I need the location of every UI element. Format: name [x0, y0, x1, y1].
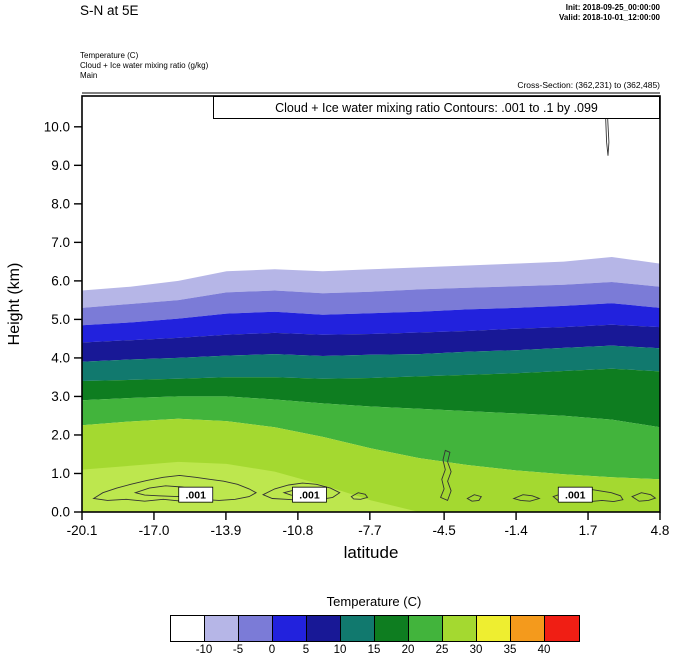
- colorbar-tick-label: 35: [503, 644, 517, 656]
- y-tick-label: 7.0: [51, 235, 70, 250]
- contour-label-box: [557, 486, 593, 503]
- plot-area: .001 .001 .001: [82, 96, 660, 512]
- y-tick-label: 5.0: [51, 312, 70, 327]
- cloud-contour-line: [466, 494, 483, 502]
- x-tick-label: -4.5: [432, 523, 455, 538]
- colorbar-tick-label: 10: [333, 644, 347, 656]
- colorbar-cell: [171, 616, 205, 641]
- colorbar-cell: [443, 616, 477, 641]
- y-tick-label: 8.0: [51, 196, 70, 211]
- colorbar-tick-label: 0: [268, 644, 276, 656]
- colorbar-cell: [477, 616, 511, 641]
- contour-label-box: [292, 486, 327, 503]
- cloud-contour-line: [350, 492, 369, 500]
- colorbar-cell: [341, 616, 375, 641]
- x-tick-label: -20.1: [67, 523, 98, 538]
- contour-label-box: [178, 486, 214, 503]
- x-tick-label: 4.8: [651, 523, 670, 538]
- colorbar-tick-label: 5: [302, 644, 310, 656]
- field-temperature: Temperature (C): [80, 51, 139, 60]
- field-cloud-mixing-ratio: Cloud + Ice water mixing ratio (g/kg): [80, 61, 209, 70]
- x-tick-label: -17.0: [139, 523, 170, 538]
- init-valid-times: Init: 2018-09-25_00:00:00 Valid: 2018-10…: [559, 3, 660, 23]
- cloud-contour-line: [262, 482, 341, 501]
- cloud-contour-line: [631, 492, 657, 502]
- temp-band--10: [82, 257, 660, 308]
- page-title: S-N at 5E: [80, 3, 139, 18]
- colorbar-tick-label: 40: [537, 644, 551, 656]
- x-tick-label: -13.9: [211, 523, 242, 538]
- y-tick-label: 10.0: [44, 119, 70, 134]
- temp-band--5: [82, 282, 660, 326]
- colorbar-cell: [375, 616, 409, 641]
- cloud-contour-line: [440, 449, 452, 502]
- y-tick-label: 9.0: [51, 158, 70, 173]
- contour-label: .001: [299, 490, 320, 502]
- contour-label: .001: [186, 490, 207, 502]
- plot-svg: .001 .001 .001 0.0 1.0 2.0 3.0 4.0 5.0 6.0 7.0 8.0 9…: [44, 92, 670, 538]
- colorbar-cell: [205, 616, 239, 641]
- colorbar-cell: [273, 616, 307, 641]
- temp-band-20: [82, 396, 660, 480]
- x-tick-label: 1.7: [579, 523, 598, 538]
- y-tick-label: 1.0: [51, 466, 70, 481]
- temp-band-10: [82, 345, 660, 381]
- temp-band-5: [82, 324, 660, 362]
- colorbar-tick-label: 25: [435, 644, 449, 656]
- colorbar-cells: [170, 615, 580, 642]
- y-tick-label: 4.0: [51, 350, 70, 365]
- colorbar-tick-label: 15: [367, 644, 381, 656]
- colorbar-cell: [307, 616, 341, 641]
- y-tick-label: 0.0: [51, 505, 70, 520]
- colorbar-title: Temperature (C): [326, 594, 422, 609]
- y-axis-label: Height (km): [6, 262, 23, 346]
- x-tick-label: -1.4: [504, 523, 528, 538]
- x-tick-label: -7.7: [358, 523, 381, 538]
- cloud-contour-line: [512, 494, 541, 502]
- colorbar-cell: [511, 616, 545, 641]
- contour-info-text: Cloud + Ice water mixing ratio Contours:…: [275, 100, 598, 115]
- temp-band-15: [82, 368, 660, 428]
- temp-band-0: [82, 303, 660, 343]
- x-tick-label: -10.8: [282, 523, 313, 538]
- colorbar-cell: [239, 616, 273, 641]
- colorbar-cell: [409, 616, 443, 641]
- valid-time: Valid: 2018-10-01_12:00:00: [559, 13, 660, 22]
- colorbar-cell: [545, 616, 579, 641]
- cross-section-label: Cross-Section: (362,231) to (362,485): [517, 80, 660, 90]
- colorbar-tick-label: -5: [232, 644, 244, 656]
- y-tick-label: 2.0: [51, 427, 70, 442]
- field-main: Main: [80, 71, 98, 80]
- colorbar-tick-label: -10: [195, 644, 213, 656]
- field-list: Temperature (C) Cloud + Ice water mixing…: [80, 51, 208, 81]
- init-time: Init: 2018-09-25_00:00:00: [565, 3, 660, 12]
- x-axis-label: latitude: [343, 543, 399, 562]
- colorbar-labels: -10 -5 0 5 10 15 20 25 30 35 40: [170, 644, 590, 660]
- colorbar-tick-label: 30: [469, 644, 483, 656]
- y-tick-label: 3.0: [51, 389, 70, 404]
- cloud-contour-line: [92, 474, 258, 502]
- y-tick-label: 6.0: [51, 273, 70, 288]
- contour-label: .001: [565, 490, 586, 502]
- colorbar-tick-label: 20: [401, 644, 415, 656]
- contour-info-box: Cloud + Ice water mixing ratio Contours:…: [213, 96, 660, 119]
